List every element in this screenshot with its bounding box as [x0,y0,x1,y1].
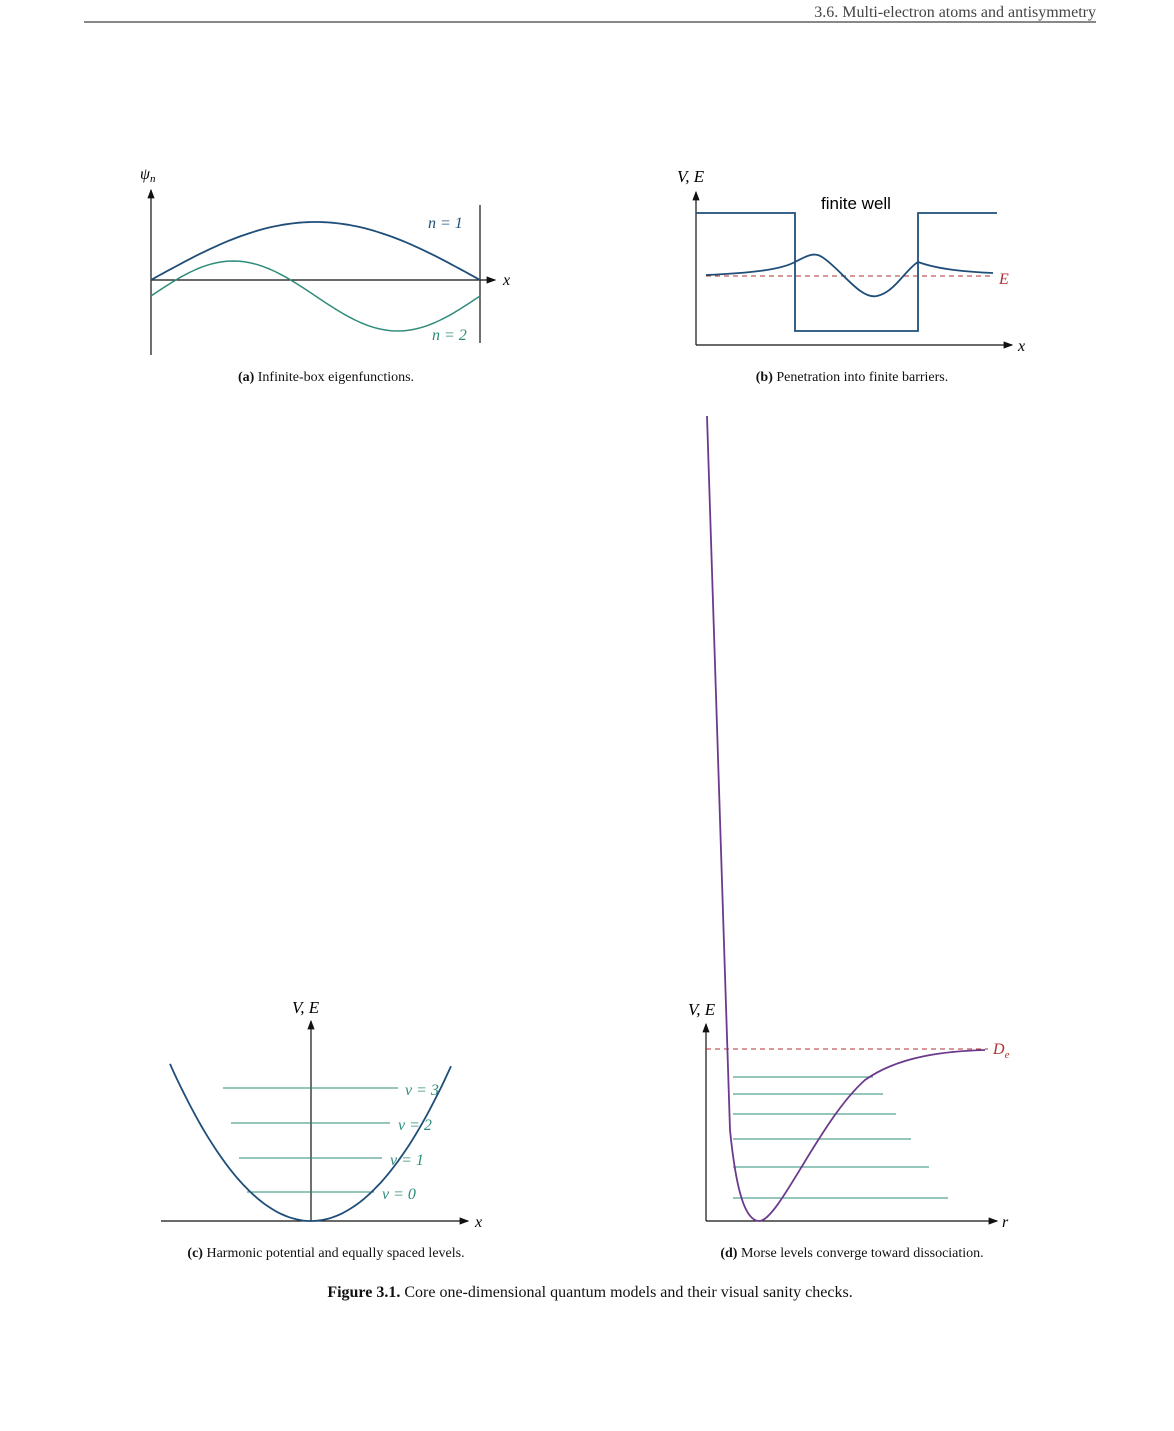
curve-label: n = 2 [432,327,467,344]
x-axis-label: x [502,272,510,289]
morse-potential [706,415,986,1222]
x-axis-label: x [1017,338,1025,355]
level-label: v = 0 [382,1186,416,1203]
symbol: D [992,1041,1005,1058]
caption-text: Morse levels converge toward dissociatio… [741,1246,984,1261]
caption-label: (d) [720,1246,737,1261]
panel-d: V, E r De (d) Morse levels converge towa… [688,415,1010,1261]
caption: (d) Morse levels converge toward dissoci… [720,1246,983,1261]
wavefunction [705,253,994,297]
running-title: 3.6. Multi-electron atoms and antisymmet… [814,4,1096,21]
figure-label: Figure 3.1. [327,1284,400,1301]
y-axis-label: ψn [140,166,156,185]
level-label: v = 3 [405,1082,439,1099]
figure-text: Core one-dimensional quantum models and … [404,1284,852,1301]
y-axis-label: V, E [688,1000,716,1019]
y-axis-label: V, E [292,998,320,1017]
curve-n1 [150,221,481,281]
panel-title: finite well [821,194,891,213]
dissociation-label: De [992,1041,1010,1061]
level-label: v = 2 [398,1117,432,1134]
y-axis-label: V, E [677,167,705,186]
caption-text: Infinite-box eigenfunctions. [258,370,414,385]
level-label: v = 1 [390,1152,424,1169]
subscript: e [1005,1049,1010,1061]
caption-label: (c) [187,1246,203,1261]
x-axis-label: r [1002,1214,1009,1231]
potential [696,212,997,332]
curve-label: n = 1 [428,215,463,232]
caption-text: Harmonic potential and equally spaced le… [206,1246,464,1261]
curve-n2 [150,260,481,332]
symbol: ψ [140,166,151,183]
panel-b: V, E x finite well E (b) Penetration int… [677,167,1025,385]
subscript: n [150,173,156,185]
caption: (a) Infinite-box eigenfunctions. [238,370,414,385]
x-axis-label: x [474,1214,482,1231]
panel-a: ψn x n = 1 n = 2 (a) Infinite-box eigenf… [140,166,510,385]
caption: (c) Harmonic potential and equally space… [187,1246,464,1261]
energy-label: E [998,271,1009,288]
caption-label: (b) [756,370,773,385]
figure-caption: Figure 3.1. Core one-dimensional quantum… [327,1284,852,1301]
caption: (b) Penetration into finite barriers. [756,370,948,385]
caption-label: (a) [238,370,255,385]
caption-text: Penetration into finite barriers. [776,370,948,385]
panel-c: V, E x v = 0 v = 1 v = 2 v = 3 (c) Harmo… [161,998,482,1261]
potential [169,1063,452,1222]
